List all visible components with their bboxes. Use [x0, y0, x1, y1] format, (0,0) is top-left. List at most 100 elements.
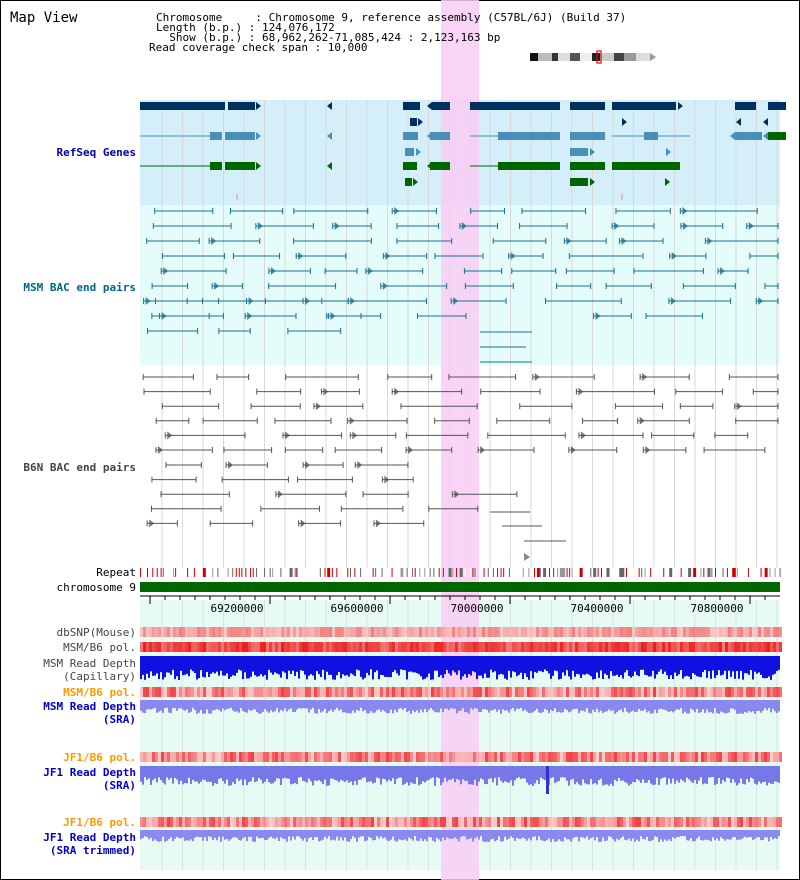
msm-b6-pol-heat-cell: [278, 642, 281, 652]
repeat-element: [424, 568, 426, 577]
jf1-sra-depth-bar: [576, 766, 578, 783]
msm-capillary-depth-bar: [438, 656, 440, 677]
repeat-element: [400, 568, 404, 577]
msm-sra-depth-bar: [658, 700, 660, 710]
jf1-b6-pol-heat-cell: [704, 817, 707, 827]
msm-capillary-depth-bar: [172, 656, 174, 670]
msm-sra-depth-bar: [496, 700, 498, 712]
msm-b6-pol-heat-cell: [167, 687, 170, 697]
ideogram-band: [600, 53, 614, 61]
bac-end-arrow: [642, 373, 648, 381]
msm-capillary-depth-bar: [364, 656, 366, 678]
msm-sra-depth-bar: [676, 700, 678, 710]
msm-capillary-depth-bar: [464, 656, 466, 675]
jf1-trimmed-depth-bar: [740, 830, 742, 840]
jf1-sra-depth-bar: [276, 766, 278, 779]
msm-sra-depth-bar: [480, 700, 482, 713]
dbsnp-heat-cell: [437, 627, 440, 637]
jf1-sra-depth-bar: [234, 766, 236, 785]
msm-b6-pol-heat-cell: [695, 687, 698, 697]
jf1-b6-pol-heat-cell: [485, 817, 488, 827]
jf1-sra-depth-bar: [650, 766, 652, 784]
msm-b6-pol-heat-cell: [683, 687, 686, 697]
jf1-sra-depth-bar: [692, 766, 694, 783]
jf1-trimmed-depth-bar: [744, 830, 746, 837]
msm-sra-depth-bar: [210, 700, 212, 714]
jf1-sra-depth-bar: [348, 766, 350, 783]
msm-b6-pol-heat-cell: [770, 687, 773, 697]
msm-capillary-depth-bar: [288, 656, 290, 671]
jf1-b6-pol-heat-cell: [413, 752, 416, 762]
msm-capillary-depth-bar: [552, 656, 554, 676]
msm-capillary-depth-bar: [336, 656, 338, 676]
bac-end-arrow: [349, 416, 355, 425]
repeat-element: [156, 568, 158, 577]
msm-b6-pol-heat-cell: [677, 687, 680, 697]
dbsnp-heat-cell: [536, 627, 539, 637]
jf1-sra-depth-bar: [370, 766, 372, 782]
jf1-b6-pol-heat-cell: [236, 752, 239, 762]
jf1-b6-pol-heat-cell: [338, 752, 341, 762]
jf1-b6-pol-heat-cell: [362, 752, 365, 762]
jf1-trimmed-depth-bar: [230, 830, 232, 840]
repeat-element: [433, 568, 435, 577]
msm-sra-depth-bar: [562, 700, 564, 713]
msm-b6-pol-heat-cell: [554, 687, 557, 697]
msm-capillary-depth-bar: [746, 656, 748, 674]
jf1-trimmed-depth-bar: [210, 830, 212, 838]
gene-exon: [403, 102, 420, 110]
msm-capillary-depth-bar: [634, 656, 636, 672]
jf1-trimmed-depth-bar: [460, 830, 462, 838]
bac-end-arrow: [595, 312, 601, 320]
jf1-sra-depth-bar: [716, 766, 718, 784]
jf1-b6-pol-heat-cell: [386, 817, 389, 827]
msm-b6-pol-heat-cell: [284, 642, 287, 652]
msm-b6-pol-heat-cell: [407, 642, 410, 652]
jf1-b6-pol-heat-cell: [461, 752, 464, 762]
msm-b6-pol-heat-cell: [353, 642, 356, 652]
msm-b6-pol-heat-cell: [485, 642, 488, 652]
msm-b6-pol-heat-cell: [200, 642, 203, 652]
msm-sra-depth-bar: [400, 700, 402, 709]
jf1-b6-pol-heat-cell: [497, 752, 500, 762]
jf1-trimmed-depth-bar: [506, 830, 508, 840]
jf1-b6-pol-heat-cell: [671, 817, 674, 827]
repeat-element: [217, 568, 219, 577]
repeat-element: [459, 568, 463, 577]
msm-capillary-depth-bar: [260, 656, 262, 675]
msm-b6-pol-heat-cell: [635, 642, 638, 652]
jf1-b6-pol-heat-cell: [176, 752, 179, 762]
jf1-b6-pol-heat-cell: [407, 817, 410, 827]
msm-capillary-depth-bar: [690, 656, 692, 680]
msm-capillary-depth-bar: [620, 656, 622, 676]
msm-capillary-depth-bar: [586, 656, 588, 674]
jf1-trimmed-depth-bar: [378, 830, 380, 839]
dbsnp-heat-cell: [431, 627, 434, 637]
msm-b6-pol-heat-cell: [212, 687, 215, 697]
jf1-b6-pol-heat-cell: [320, 752, 323, 762]
dbsnp-heat-cell: [578, 627, 581, 637]
msm-sra-depth-bar: [254, 700, 256, 710]
jf1-b6-pol-heat-cell: [434, 817, 437, 827]
jf1-b6-pol-heat-cell: [608, 817, 611, 827]
jf1-sra-depth-bar: [320, 766, 322, 782]
repeat-element: [517, 568, 519, 577]
msm-capillary-depth-bar: [700, 656, 702, 678]
repeat-element: [508, 568, 510, 577]
jf1-b6-pol-heat-cell: [371, 817, 374, 827]
repeat-element: [314, 568, 318, 577]
gene-exon: [498, 132, 530, 140]
dbsnp-heat-cell: [245, 627, 248, 637]
msm-b6-pol-heat-cell: [182, 642, 185, 652]
jf1-b6-pol-heat-cell: [566, 817, 569, 827]
msm-sra-depth-bar: [378, 700, 380, 710]
msm-capillary-depth-bar: [408, 656, 410, 672]
jf1-trimmed-depth-bar: [592, 830, 594, 838]
msm-b6-pol-heat-cell: [698, 642, 701, 652]
jf1-b6-pol-heat-cell: [191, 817, 194, 827]
repeat-element: [289, 568, 293, 577]
msm-b6-pol-heat-cell: [779, 642, 782, 652]
msm-b6-pol-heat-cell: [551, 687, 554, 697]
jf1-trimmed-depth-bar: [156, 830, 158, 841]
